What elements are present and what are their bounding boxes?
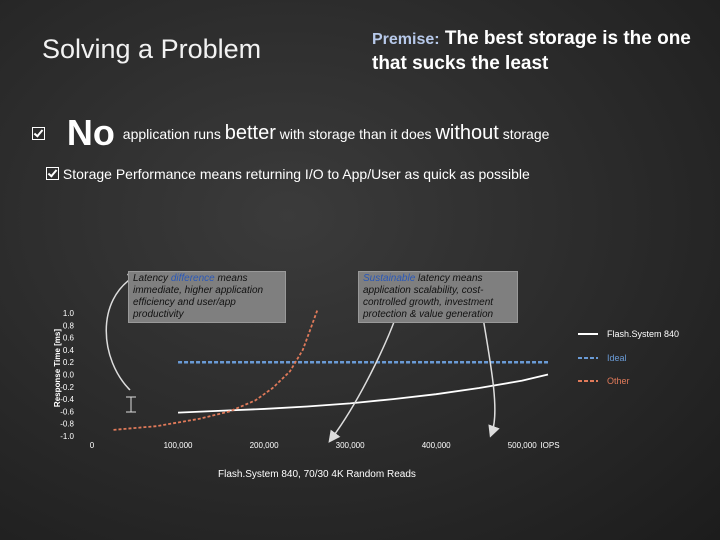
bullet1-no: No (66, 112, 115, 153)
bullet-storage-performance: Storage Performance means returning I/O … (46, 166, 530, 182)
bullet-no-app-better: No application runs better with storage … (32, 112, 549, 154)
x-axis-label: IOPS (540, 441, 559, 450)
series-line-other (113, 309, 319, 431)
y-tick-label: 0.0 (63, 371, 75, 380)
y-tick-label: -1.0 (60, 432, 74, 441)
x-tick-label: 500,000 (508, 441, 537, 450)
y-tick-label: -0.2 (60, 383, 74, 392)
premise-text: Premise: The best storage is the one tha… (372, 27, 692, 76)
callout1-difference: difference (170, 273, 215, 284)
callout2-sustainable: Sustainable (363, 273, 416, 284)
y-tick-label: 0.6 (63, 334, 75, 343)
y-tick-label: -0.4 (60, 395, 74, 404)
callout-latency-difference: Latency difference means immediate, high… (128, 271, 286, 323)
callout1-rest: means immediate, higher application effi… (133, 273, 264, 320)
series-line-flash-system-840 (177, 373, 549, 414)
x-axis-caption: Flash.System 840, 70/30 4K Random Reads (218, 469, 416, 480)
y-tick-label: 0.8 (63, 321, 75, 330)
y-axis-label: Response Time [ms] (53, 329, 62, 407)
legend-label: Ideal (607, 353, 627, 363)
x-tick-label: 100,000 (164, 441, 193, 450)
x-tick-label: 200,000 (250, 441, 279, 450)
y-tick-label: -0.8 (60, 420, 74, 429)
legend-label: Other (607, 376, 630, 386)
x-tick-label: 400,000 (422, 441, 451, 450)
bullet1-part3: storage (502, 126, 550, 142)
y-tick-label: 0.4 (63, 346, 75, 355)
y-tick-label: 0.2 (63, 358, 75, 367)
y-tick-label: -0.6 (60, 407, 74, 416)
callout1-latency: Latency (133, 273, 169, 284)
bullet1-part1: application runs (122, 126, 221, 142)
slide-title: Solving a Problem (42, 34, 262, 64)
annotation-arrow (105, 272, 141, 391)
bullet1-better: better (224, 122, 276, 144)
checkbox-icon (32, 127, 45, 140)
bullet1-part2: with storage than it does (279, 126, 432, 142)
legend-label: Flash.System 840 (607, 329, 679, 339)
x-tick-label: 300,000 (336, 441, 365, 450)
y-tick-label: 1.0 (63, 309, 75, 318)
premise-statement: The best storage is the one that sucks t… (372, 28, 691, 74)
checkbox-icon (46, 167, 59, 180)
callout2-rest: latency means application scalability, c… (363, 273, 494, 320)
premise-label: Premise: (372, 31, 440, 48)
bullet2-part1: Storage (62, 166, 112, 182)
x-tick-label: 0 (90, 441, 95, 450)
bullet1-without: without (435, 122, 499, 144)
bullet2-performance: Performance (115, 166, 196, 182)
callout-sustainable-latency: Sustainable latency means application sc… (358, 271, 518, 323)
bullet2-part2: means returning I/O to App/User as quick… (199, 166, 530, 182)
